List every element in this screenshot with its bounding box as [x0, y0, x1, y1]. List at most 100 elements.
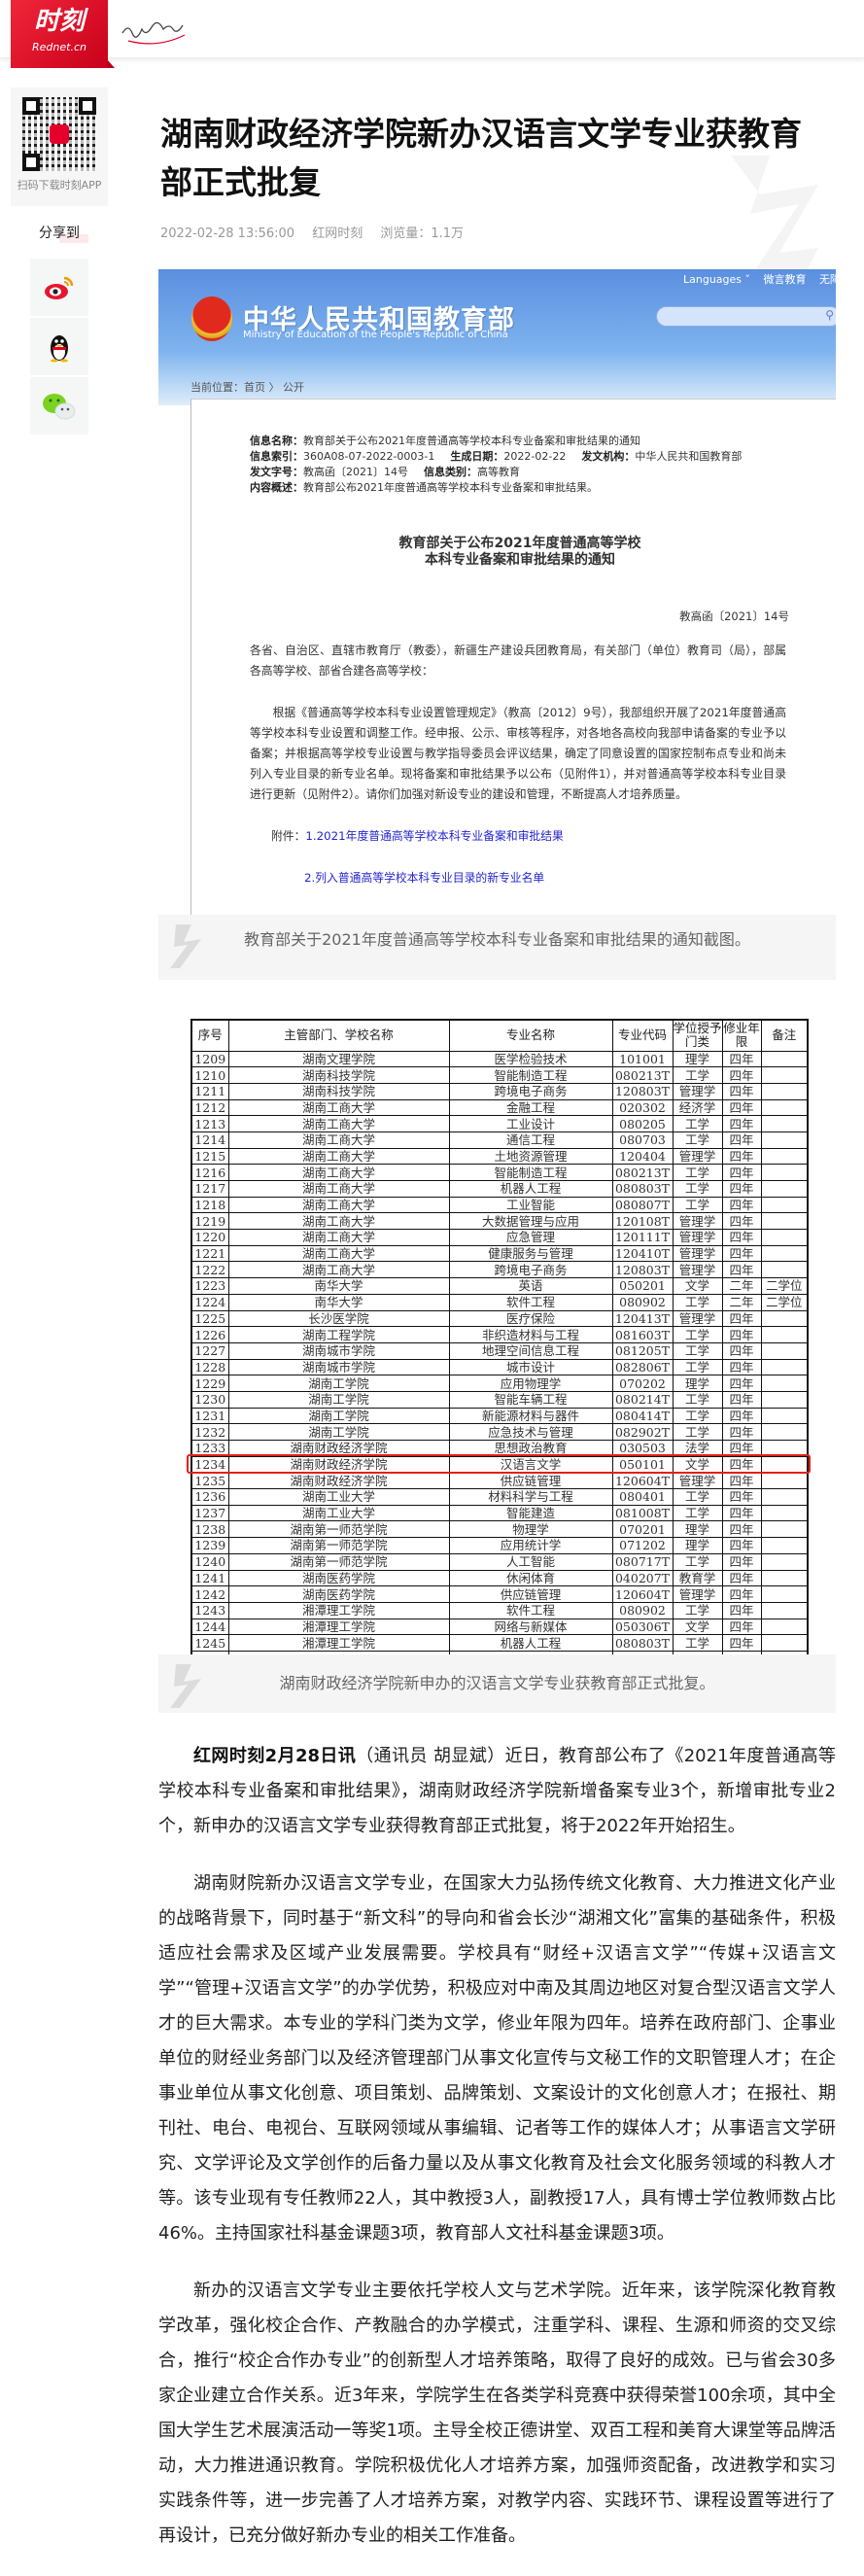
cell-notes — [760, 1341, 809, 1360]
info-label: 发文机构： — [581, 450, 636, 463]
cell-index: 1244 — [190, 1618, 229, 1636]
cell-degree: 理学 — [672, 1375, 723, 1392]
table-row: 1222 湖南工商大学 跨境电子商务 120803T 管理学 四年 — [190, 1261, 809, 1279]
cell-index: 1230 — [190, 1390, 229, 1409]
cell-major: 软件工程 — [448, 1293, 613, 1311]
cell-code: 080902 — [611, 1601, 674, 1619]
cell-school: 湖南工学院 — [227, 1375, 450, 1392]
cell-notes — [760, 1390, 809, 1409]
cell-school: 湘潭理工学院 — [227, 1601, 450, 1619]
cell-years: 四年 — [721, 1488, 762, 1506]
info-value: 高等教育 — [477, 466, 520, 478]
table-row: 1217 湖南工商大学 机器人工程 080803T 工学 四年 — [190, 1180, 809, 1198]
cell-index: 1225 — [190, 1309, 229, 1328]
cell-years: 四年 — [721, 1618, 762, 1636]
cell-code: 120803T — [611, 1261, 674, 1279]
cell-years: 四年 — [721, 1504, 762, 1522]
app-qr-panel: 扫码下载时刻APP — [11, 87, 108, 206]
share-wechat-button[interactable] — [30, 377, 88, 435]
cell-years: 二年 — [721, 1277, 762, 1295]
languages-link: Languages ˅ — [683, 273, 751, 286]
cell-code: 101001 — [611, 1050, 674, 1068]
cell-major: 智能建造 — [448, 1504, 613, 1522]
share-label-underline — [59, 234, 88, 243]
cell-school: 湖南工业大学 — [227, 1504, 450, 1522]
cell-index: 1226 — [190, 1326, 229, 1343]
highlight-box — [187, 1454, 811, 1474]
attachment-2: 2.列入普通高等学校本科专业目录的新专业名单 — [250, 868, 786, 888]
table-row: 1244 湘潭理工学院 网络与新媒体 050306T 文学 四年 — [190, 1618, 809, 1636]
cell-index: 1214 — [190, 1131, 229, 1149]
cell-code: 080214T — [611, 1390, 674, 1409]
cell-school: 湖南工商大学 — [227, 1164, 450, 1181]
qq-icon — [51, 334, 68, 362]
table-row: 1218 湖南工商大学 工业智能 080807T 工学 四年 — [190, 1196, 809, 1214]
accessibility-link: 无障碍浏览 — [819, 273, 836, 286]
cell-major: 智能车辆工程 — [448, 1390, 613, 1409]
info-date-item: 生成日期：2022-02-22 — [450, 449, 566, 465]
article-paragraph-3: 新办的汉语言文学专业主要依托学校人文与艺术学院。近年来，该学院深化教育教学改革，… — [158, 2280, 836, 2546]
table-row: 1212 湖南工商大学 金融工程 020302 经济学 四年 — [190, 1098, 809, 1117]
info-value: 教高函〔2021〕14号 — [303, 466, 408, 478]
cell-notes — [760, 1358, 809, 1376]
cell-major: 应用物理学 — [448, 1375, 613, 1392]
cell-notes — [760, 1520, 809, 1539]
notice-body: 根据《普通高等学校本科专业设置管理规定》（教高〔2012〕9号），我部组织开展了… — [250, 706, 786, 801]
cell-index: 1227 — [190, 1341, 229, 1360]
cell-major: 英语 — [448, 1277, 613, 1295]
cell-major: 材料科学与工程 — [448, 1488, 613, 1506]
top-header-bar — [0, 0, 864, 58]
cell-code: 070201 — [611, 1520, 674, 1539]
rednet-logo[interactable]: 时刻 Rednet.cn — [11, 0, 115, 68]
cell-major: 人工智能 — [448, 1552, 613, 1571]
cell-major: 供应链管理 — [448, 1472, 613, 1490]
image-caption-2: 湖南财政经济学院新申办的汉语言文学专业获教育部正式批复。 — [158, 1654, 836, 1713]
table-row: 1236 湖南工业大学 材料科学与工程 080401 工学 四年 — [190, 1488, 809, 1506]
cell-degree: 管理学 — [672, 1229, 723, 1246]
cell-notes — [760, 1407, 809, 1425]
table-row: 1243 湘潭理工学院 软件工程 080902 工学 四年 — [190, 1601, 809, 1619]
cell-degree: 工学 — [672, 1634, 723, 1652]
table-row: 1230 湖南工学院 智能车辆工程 080214T 工学 四年 — [190, 1390, 809, 1409]
cell-index: 1217 — [190, 1180, 229, 1198]
cell-code: 080803T — [611, 1180, 674, 1198]
cell-school: 湖南工商大学 — [227, 1098, 450, 1117]
info-row-1: 信息名称：教育部关于公布2021年度普通高等学校本科专业备案和审批结果的通知 — [250, 434, 833, 449]
cell-code: 120108T — [611, 1212, 674, 1231]
table-row: 1214 湖南工商大学 通信工程 080703 工学 四年 — [190, 1131, 809, 1149]
cell-index: 1212 — [190, 1098, 229, 1117]
share-weibo-button[interactable] — [30, 259, 88, 316]
cell-notes — [760, 1147, 809, 1166]
brand-watermark-icon — [170, 924, 201, 968]
cell-degree: 工学 — [672, 1407, 723, 1425]
cell-school: 湖南文理学院 — [227, 1050, 450, 1068]
cell-school: 湖南财政经济学院 — [227, 1455, 450, 1474]
cell-major: 机器人工程 — [448, 1180, 613, 1198]
cell-school: 湖南工商大学 — [227, 1180, 450, 1198]
info-block: 信息名称：教育部关于公布2021年度普通高等学校本科专业备案和审批结果的通知 信… — [250, 434, 833, 496]
cell-years: 四年 — [721, 1552, 762, 1571]
caption-text: 教育部关于2021年度普通高等学校本科专业备案和审批结果的通知截图。 — [244, 930, 750, 949]
cell-years: 四年 — [721, 1212, 762, 1231]
cell-notes — [760, 1552, 809, 1571]
col-header-notes: 备注 — [760, 1019, 809, 1052]
cell-degree: 工学 — [672, 1390, 723, 1409]
cell-degree: 管理学 — [672, 1082, 723, 1100]
cell-major: 工业设计 — [448, 1115, 613, 1132]
paragraph-text: （通讯员 胡显斌）近日，教育部公布了《2021年度普通高等学校本科专业备案和审批… — [158, 1746, 836, 1836]
table-row: 1210 湖南科技学院 智能制造工程 080213T 工学 四年 — [190, 1066, 809, 1084]
share-label: 分享到 — [39, 226, 80, 241]
table-row: 1225 长沙医学院 医疗保险 120413T 管理学 四年 — [190, 1309, 809, 1328]
cell-degree: 工学 — [672, 1326, 723, 1343]
cell-notes — [760, 1180, 809, 1198]
notice-title-line: 本科专业备案和审批结果的通知 — [425, 552, 615, 568]
cell-degree: 工学 — [672, 1115, 723, 1132]
share-qq-button[interactable] — [30, 318, 88, 375]
info-row-2: 信息索引：360A08-07-2022-0003-1 生成日期：2022-02-… — [250, 449, 833, 465]
table-row: 1238 湖南第一师范学院 物理学 070201 理学 四年 — [190, 1520, 809, 1539]
cell-index: 1220 — [190, 1229, 229, 1246]
cell-degree: 文学 — [672, 1277, 723, 1295]
cell-school: 湖南医药学院 — [227, 1569, 450, 1587]
cell-years: 四年 — [721, 1050, 762, 1068]
notice-title: 教育部关于公布2021年度普通高等学校 本科专业备案和审批结果的通知 — [191, 536, 836, 569]
